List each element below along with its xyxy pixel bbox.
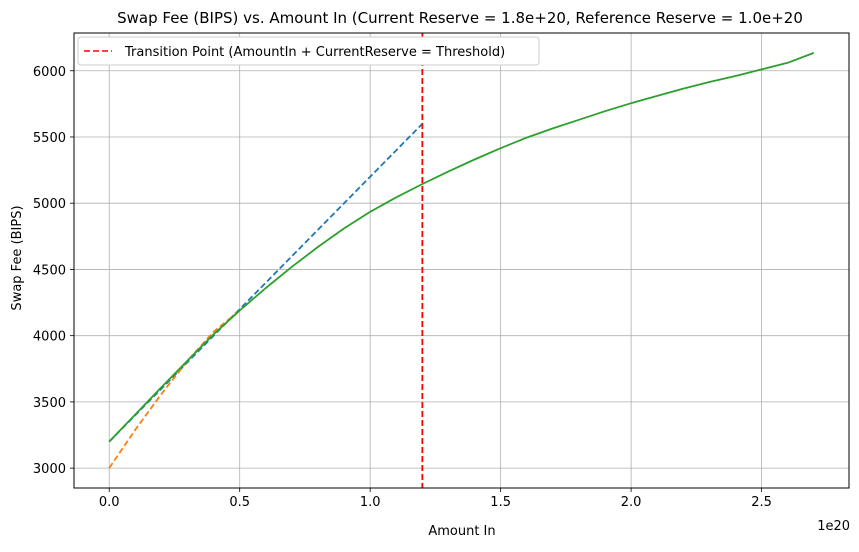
x-tick-label: 2.5 bbox=[751, 495, 772, 510]
plot-frame bbox=[73, 32, 850, 489]
y-tick-label: 5500 bbox=[33, 131, 66, 146]
x-ticks: 0.0 0.5 1.0 1.5 2.0 2.5 bbox=[99, 488, 772, 510]
y-axis-label: Swap Fee (BIPS) bbox=[10, 205, 25, 310]
y-tick-label: 5000 bbox=[33, 197, 66, 212]
y-tick-label: 3500 bbox=[33, 396, 66, 411]
x-tick-label: 0.5 bbox=[229, 495, 250, 510]
y-ticks: 3000 3500 4000 4500 5000 5500 6000 bbox=[33, 65, 74, 477]
legend: Transition Point (AmountIn + CurrentRese… bbox=[77, 36, 540, 66]
legend-label-transition: Transition Point (AmountIn + CurrentRese… bbox=[124, 45, 505, 60]
x-axis-label: Amount In bbox=[428, 524, 495, 539]
x-tick-label: 0.0 bbox=[99, 495, 120, 510]
x-tick-label: 1.0 bbox=[360, 495, 381, 510]
series-line-2 bbox=[108, 52, 815, 443]
legend-box bbox=[77, 36, 540, 66]
grid bbox=[74, 33, 849, 488]
y-tick-label: 4000 bbox=[33, 330, 66, 345]
y-tick-label: 6000 bbox=[33, 65, 66, 80]
series-line-0 bbox=[108, 123, 424, 443]
y-tick-label: 3000 bbox=[33, 462, 66, 477]
chart-title: Swap Fee (BIPS) vs. Amount In (Current R… bbox=[117, 9, 803, 27]
series-layer bbox=[108, 52, 815, 469]
series-line-1 bbox=[108, 309, 241, 469]
x-tick-label: 2.0 bbox=[621, 495, 642, 510]
x-tick-label: 1.5 bbox=[490, 495, 511, 510]
x-scale-offset-label: 1e20 bbox=[817, 519, 850, 534]
y-tick-label: 4500 bbox=[33, 263, 66, 278]
